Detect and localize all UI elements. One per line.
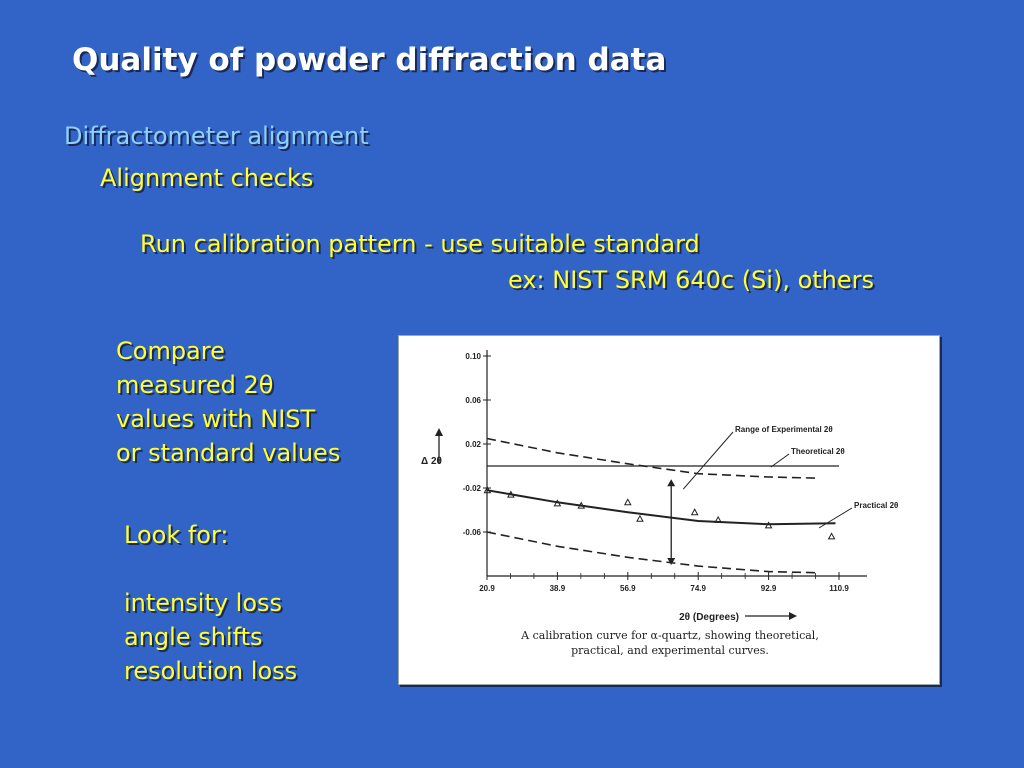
example-standard-text: ex: NIST SRM 640c (Si), others <box>508 266 875 294</box>
y-tick-label: -0.02 <box>463 484 482 493</box>
y-tick-label: 0.02 <box>465 440 481 449</box>
data-point <box>507 490 515 498</box>
lookfor-line: angle shifts <box>124 623 263 651</box>
compare-text-block: Compare measured 2θ values with NIST or … <box>116 334 340 470</box>
lookfor-line: resolution loss <box>124 657 298 685</box>
x-tick-label: 38.9 <box>550 584 566 593</box>
range-arrow-head-top <box>667 479 676 487</box>
ylabel-arrow-head <box>435 428 443 436</box>
y-tick-label: -0.06 <box>463 528 482 537</box>
data-point <box>827 532 836 540</box>
run-calibration-text: Run calibration pattern - use suitable s… <box>140 230 700 258</box>
y-tick-label: 0.10 <box>465 352 481 361</box>
compare-line: or standard values <box>116 439 341 467</box>
practical-label: Practical 2θ <box>854 501 898 510</box>
data-point <box>636 514 644 522</box>
calibration-chart: 0.10 0.06 0.02 -0.02 -0.06 20.9 38.9 56.9 74.9 92… <box>421 350 898 623</box>
y-tick-label: 0.06 <box>465 396 481 405</box>
compare-line: values with NIST <box>116 405 316 433</box>
slide-title: Quality of powder diffraction data <box>72 42 667 78</box>
data-point <box>577 501 586 509</box>
x-tick-label: 92.9 <box>761 584 777 593</box>
x-tick-label: 20.9 <box>479 584 495 593</box>
x-axis-label: 2θ (Degrees) <box>679 612 739 623</box>
theoretical-leader <box>770 453 790 468</box>
compare-line: measured 2θ <box>116 371 274 399</box>
lookfor-line: Look for: <box>124 521 229 549</box>
caption-line: practical, and experimental curves. <box>571 644 769 657</box>
data-point <box>690 508 699 516</box>
lower-bound-curve <box>486 531 816 574</box>
data-point <box>714 515 722 523</box>
range-arrow-head-bottom <box>667 558 676 565</box>
x-tick-label: 56.9 <box>620 584 636 593</box>
x-tick-label: 110.9 <box>829 584 849 593</box>
compare-line: Compare <box>116 337 225 365</box>
range-leader <box>682 431 734 490</box>
data-point <box>623 498 632 506</box>
x-tick-label: 74.9 <box>690 584 706 593</box>
subtitle-alignment-checks: Alignment checks <box>100 164 314 192</box>
calibration-figure: 0.10 0.06 0.02 -0.02 -0.06 20.9 38.9 56.9 74.9 92… <box>398 335 940 685</box>
range-label: Range of Experimental 2θ <box>735 425 833 434</box>
lookfor-line <box>124 552 297 586</box>
figure-caption: A calibration curve for α-quartz, showin… <box>399 628 941 658</box>
data-point <box>764 521 773 529</box>
caption-line: A calibration curve for α-quartz, showin… <box>521 629 819 642</box>
practical-curve <box>486 489 836 526</box>
practical-leader <box>818 507 853 529</box>
theoretical-label: Theoretical 2θ <box>791 447 845 456</box>
look-for-text-block: Look for: intensity loss angle shifts re… <box>124 518 297 688</box>
xlabel-arrow-head <box>789 612 797 620</box>
y-axis-label: Δ 2θ <box>421 456 442 467</box>
subtitle-diffractometer-alignment: Diffractometer alignment <box>64 122 369 150</box>
data-point <box>553 499 562 507</box>
upper-bound-curve <box>486 437 816 479</box>
data-point <box>483 486 492 494</box>
lookfor-line: intensity loss <box>124 589 283 617</box>
